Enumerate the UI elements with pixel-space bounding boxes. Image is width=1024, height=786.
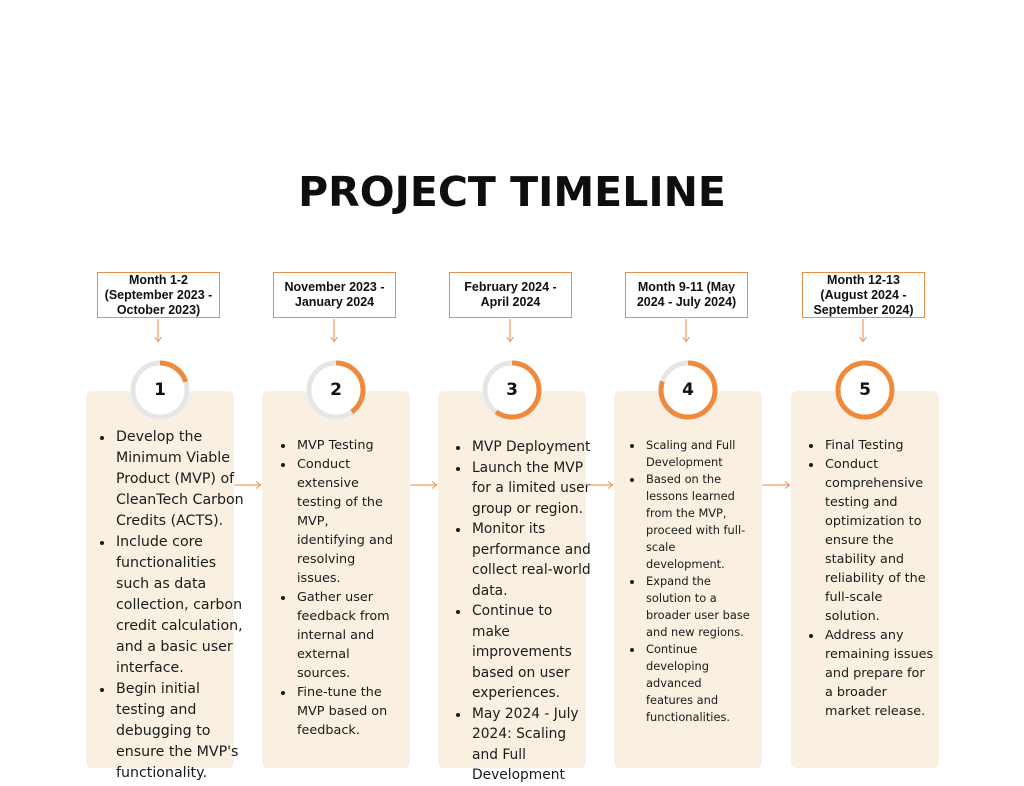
list-item: MVP Testing — [277, 436, 397, 455]
phase-date-box: Month 1-2 (September 2023 - October 2023… — [97, 272, 220, 318]
list-item: Continue developing advanced features an… — [626, 641, 750, 726]
list-item: Conduct extensive testing of the MVP, id… — [277, 455, 397, 588]
list-item: Conduct comprehensive testing and optimi… — [805, 455, 935, 626]
timeline-phase-3: February 2024 - April 2024 3 MVP Deploym… — [438, 0, 614, 783]
progress-ring: 2 — [304, 358, 368, 422]
page-title: PROJECT TIMELINE — [298, 168, 726, 216]
progress-ring-icon — [482, 360, 542, 420]
list-item: Expand the solution to a broader user ba… — [626, 573, 750, 641]
phase-card — [791, 391, 939, 768]
timeline-phase-2: November 2023 - January 2024 2 MVP Testi… — [262, 0, 438, 768]
phase-number: 5 — [859, 380, 871, 400]
list-item: Address any remaining issues and prepare… — [805, 626, 935, 721]
down-arrow-icon — [682, 319, 690, 343]
right-arrow-icon — [762, 481, 791, 489]
right-arrow-icon — [410, 481, 438, 489]
phase-number: 2 — [330, 380, 342, 400]
phase-number: 1 — [154, 380, 166, 400]
phase-card — [86, 391, 234, 768]
progress-ring: 3 — [480, 358, 544, 422]
phase-number: 3 — [506, 380, 518, 400]
phase-date-box: February 2024 - April 2024 — [449, 272, 572, 318]
phase-bullet-list: Develop the Minimum Viable Product (MVP)… — [96, 427, 246, 784]
list-item: Based on the lessons learned from the MV… — [626, 471, 750, 573]
down-arrow-icon — [859, 319, 867, 343]
progress-ring: 4 — [656, 358, 720, 422]
list-item: Monitor its performance and collect real… — [452, 519, 592, 601]
phase-card — [614, 391, 762, 768]
progress-ring-icon — [306, 360, 366, 420]
down-arrow-icon — [330, 319, 338, 343]
list-item: MVP Deployment — [452, 437, 592, 458]
phase-date-box: Month 9-11 (May 2024 - July 2024) — [625, 272, 748, 318]
phase-bullet-list: MVP Deployment Launch the MVP for a limi… — [452, 437, 592, 786]
phase-bullet-list: Final Testing Conduct comprehensive test… — [805, 436, 935, 721]
progress-ring-icon — [658, 360, 718, 420]
list-item: May 2024 - July 2024: Scaling and Full D… — [452, 704, 592, 786]
list-item: Launch the MVP for a limited user group … — [452, 458, 592, 520]
right-arrow-icon — [234, 481, 262, 489]
progress-ring-icon — [130, 360, 190, 420]
list-item: Continue to make improvements based on u… — [452, 601, 592, 704]
list-item: Develop the Minimum Viable Product (MVP)… — [96, 427, 246, 532]
phase-bullet-list: Scaling and Full Development Based on th… — [626, 437, 750, 726]
list-item: Gather user feedback from internal and e… — [277, 588, 397, 683]
progress-ring-icon — [835, 360, 895, 420]
progress-ring: 1 — [128, 358, 192, 422]
phase-date-box: Month 12-13 (August 2024 - September 202… — [802, 272, 925, 318]
phase-bullet-list: MVP Testing Conduct extensive testing of… — [277, 436, 397, 740]
progress-ring: 5 — [833, 358, 897, 422]
phase-card — [262, 391, 410, 768]
list-item: Final Testing — [805, 436, 935, 455]
down-arrow-icon — [506, 319, 514, 343]
list-item: Scaling and Full Development — [626, 437, 750, 471]
right-arrow-icon — [586, 481, 614, 489]
phase-number: 4 — [682, 380, 694, 400]
phase-card — [438, 391, 586, 768]
timeline-phase-1: Month 1-2 (September 2023 - October 2023… — [86, 0, 262, 781]
down-arrow-icon — [154, 319, 162, 343]
timeline-phase-5: Month 12-13 (August 2024 - September 202… — [791, 0, 967, 768]
phase-date-box: November 2023 - January 2024 — [273, 272, 396, 318]
list-item: Begin initial testing and debugging to e… — [96, 679, 246, 784]
list-item: Fine-tune the MVP based on feedback. — [277, 683, 397, 740]
list-item: Include core functionalities such as dat… — [96, 532, 246, 679]
timeline-phase-4: Month 9-11 (May 2024 - July 2024) 4 Scal… — [614, 0, 790, 768]
